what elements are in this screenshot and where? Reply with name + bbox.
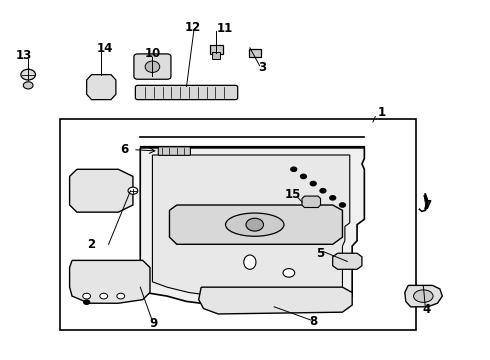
FancyBboxPatch shape: [249, 49, 261, 58]
Circle shape: [84, 300, 90, 304]
PathPatch shape: [333, 253, 362, 269]
Circle shape: [100, 293, 108, 299]
PathPatch shape: [302, 196, 320, 207]
Text: 12: 12: [184, 21, 200, 33]
Ellipse shape: [414, 290, 433, 302]
Text: 6: 6: [121, 143, 129, 156]
Circle shape: [128, 187, 138, 194]
Text: 5: 5: [317, 247, 325, 260]
PathPatch shape: [405, 285, 442, 307]
Ellipse shape: [145, 61, 160, 72]
PathPatch shape: [70, 169, 133, 212]
Text: 7: 7: [424, 198, 432, 212]
PathPatch shape: [170, 205, 343, 244]
PathPatch shape: [140, 148, 365, 305]
Circle shape: [283, 269, 294, 277]
Ellipse shape: [244, 255, 256, 269]
FancyBboxPatch shape: [210, 45, 222, 54]
Ellipse shape: [225, 213, 284, 236]
FancyBboxPatch shape: [135, 85, 238, 100]
FancyBboxPatch shape: [134, 54, 171, 79]
Text: 2: 2: [87, 238, 96, 251]
Text: 1: 1: [377, 106, 386, 120]
Text: 9: 9: [149, 317, 157, 330]
PathPatch shape: [199, 287, 352, 314]
Circle shape: [291, 167, 296, 171]
Text: 13: 13: [15, 49, 31, 62]
Circle shape: [340, 203, 345, 207]
Circle shape: [330, 196, 336, 200]
Text: 10: 10: [144, 48, 161, 60]
Bar: [60, 119, 416, 330]
PathPatch shape: [152, 155, 350, 296]
Text: 14: 14: [97, 42, 113, 55]
Circle shape: [300, 174, 306, 179]
Circle shape: [83, 293, 91, 299]
Text: 11: 11: [217, 22, 233, 35]
Circle shape: [246, 218, 264, 231]
Circle shape: [320, 189, 326, 193]
Text: 15: 15: [285, 188, 301, 201]
Text: 8: 8: [309, 315, 318, 328]
Circle shape: [117, 293, 124, 299]
Circle shape: [310, 181, 316, 186]
Circle shape: [21, 69, 35, 80]
PathPatch shape: [70, 260, 150, 303]
Text: 4: 4: [422, 303, 430, 316]
Circle shape: [24, 82, 33, 89]
FancyBboxPatch shape: [212, 53, 220, 59]
PathPatch shape: [87, 75, 116, 100]
FancyBboxPatch shape: [158, 147, 191, 156]
Text: 3: 3: [258, 61, 266, 74]
